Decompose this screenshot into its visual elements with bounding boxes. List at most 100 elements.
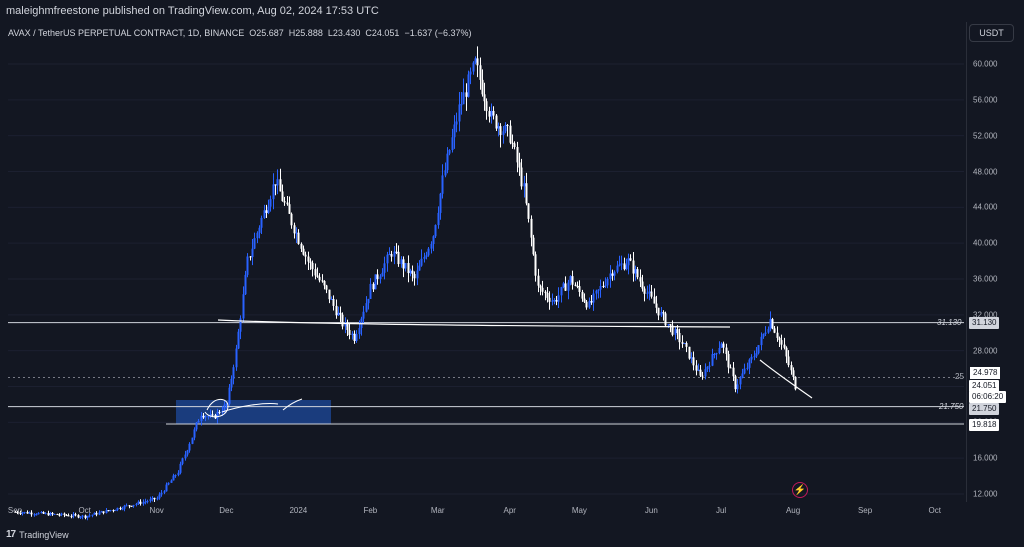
candle-body [112, 510, 115, 512]
candle-body [151, 497, 154, 500]
candle-body [232, 367, 235, 379]
candle-body [755, 353, 758, 357]
candle-body [281, 191, 284, 202]
candle-body [177, 472, 180, 476]
candle-body [625, 265, 628, 270]
trendline-drawing [217, 319, 731, 328]
candle-body [771, 319, 774, 329]
time-tick-label: May [571, 506, 587, 515]
candle-body [725, 347, 728, 354]
candle-body [513, 143, 516, 147]
candle-body [458, 104, 461, 122]
candle-body [727, 353, 730, 368]
candle-body [643, 288, 646, 294]
candle-body [393, 251, 396, 257]
time-tick-label: Jul [715, 506, 727, 515]
candle-body [267, 206, 270, 213]
candle-body [773, 328, 776, 333]
candle-body [365, 303, 368, 312]
candle-body [713, 353, 716, 355]
candle-body [16, 511, 19, 513]
candle-body [683, 343, 686, 345]
candle-body [14, 511, 17, 513]
candle-body [188, 443, 191, 451]
price-tick-label: 56.000 [973, 95, 998, 105]
candle-body [60, 513, 63, 516]
candle-body [555, 300, 558, 302]
candle-body [546, 293, 549, 298]
time-tick-label: Sep [7, 506, 23, 515]
price-tick-label: 52.000 [973, 131, 998, 141]
candle-body [416, 270, 419, 279]
candle-body [374, 274, 377, 290]
candle-body [688, 346, 691, 359]
candle-body [235, 348, 238, 368]
candle-body [632, 260, 635, 274]
candle-body [453, 124, 456, 138]
candle-body [685, 343, 688, 347]
candle-body [490, 110, 493, 117]
candle-body [504, 125, 507, 132]
candle-body [769, 319, 772, 330]
candle-body [339, 312, 342, 315]
candle-body [337, 312, 340, 316]
candle-body [369, 283, 372, 299]
candle-body [676, 329, 679, 333]
candle-body [330, 299, 333, 301]
candle-body [158, 494, 161, 499]
candle-body [790, 365, 793, 371]
candle-body [149, 499, 152, 502]
candle-body [286, 202, 289, 205]
time-tick-label: Apr [503, 506, 516, 515]
candle-body [346, 322, 349, 330]
candle-body [170, 480, 173, 483]
candle-body [420, 258, 423, 266]
candle-body [499, 126, 502, 135]
candle-body [290, 213, 293, 226]
candle-body [81, 515, 84, 517]
price-axis[interactable] [966, 22, 1024, 502]
event-icon[interactable]: ⚡ [792, 482, 808, 498]
candle-body [785, 347, 788, 357]
candle-body [599, 285, 602, 290]
candle-body [602, 285, 605, 287]
candle-body [423, 256, 426, 259]
candle-body [144, 501, 147, 503]
candle-body [455, 121, 458, 125]
candle-body [404, 263, 407, 269]
currency-button[interactable]: USDT [969, 24, 1014, 42]
candle-body [397, 251, 400, 265]
candle-body [646, 292, 649, 294]
candle-body [395, 251, 398, 253]
candle-body [574, 284, 577, 286]
candle-body [715, 353, 718, 355]
candle-body [560, 287, 563, 296]
tradingview-logo[interactable]: 17 TradingView [6, 529, 69, 540]
candle-body [729, 367, 732, 369]
candle-body [153, 497, 156, 500]
candle-body [495, 115, 498, 129]
candle-body [184, 454, 187, 459]
candle-body [279, 179, 282, 192]
candle-body [98, 512, 101, 515]
candle-body [664, 313, 667, 326]
candle-body [764, 332, 767, 334]
candle-body [344, 322, 347, 327]
candle-body [636, 269, 639, 278]
candle-body [135, 503, 138, 505]
candle-body [488, 111, 491, 117]
candle-body [444, 170, 447, 176]
candle-body [139, 501, 142, 504]
candle-body [40, 512, 43, 514]
candle-body [351, 333, 354, 335]
candle-body [44, 513, 47, 515]
candle-body [699, 369, 702, 376]
candle-body [576, 285, 579, 287]
candle-body [548, 297, 551, 302]
candle-body [37, 512, 40, 515]
candle-body [300, 243, 303, 249]
candle-body [530, 218, 533, 238]
level-21750-tag: 21.750 [969, 403, 1000, 415]
candle-body [569, 276, 572, 283]
